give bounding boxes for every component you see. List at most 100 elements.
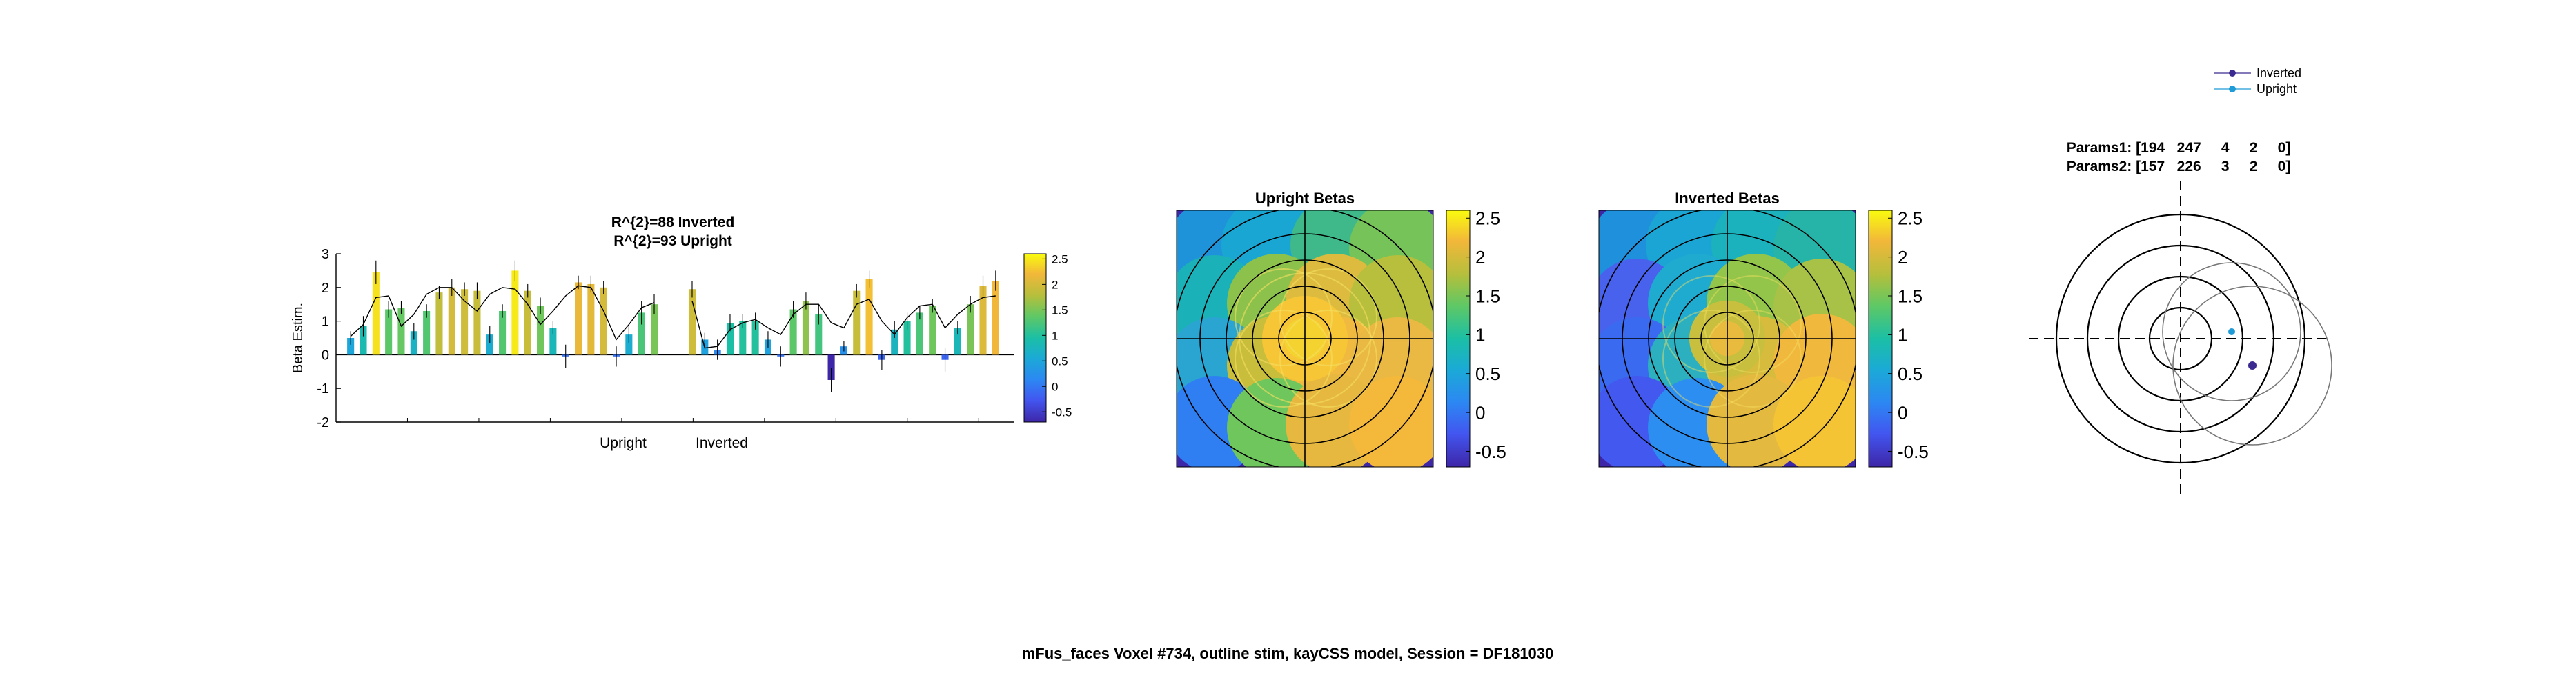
colorbar-tick-label: 0.5 bbox=[1052, 354, 1068, 368]
y-axis-label: Beta Estim. bbox=[291, 303, 306, 373]
bar bbox=[853, 290, 861, 355]
bar bbox=[827, 354, 835, 380]
bar-marks bbox=[347, 260, 999, 392]
bar bbox=[587, 283, 595, 355]
model-fit-line-inverted bbox=[691, 295, 996, 349]
bar bbox=[549, 328, 557, 355]
y-tick-label: 0 bbox=[322, 348, 329, 363]
legend-box bbox=[2206, 63, 2299, 99]
colorbar-tick-label: 2.5 bbox=[1052, 253, 1068, 266]
upright-betas-panel: Upright Betas bbox=[1176, 190, 1506, 468]
colorbar-tick-label: 1.5 bbox=[1475, 286, 1500, 306]
prf-outline-upright bbox=[2162, 262, 2301, 401]
bar bbox=[575, 282, 582, 355]
bar bbox=[511, 270, 519, 355]
inverted-colorbar-ticks: 2.5 2 1.5 1 0.5 0 -0.5 bbox=[1888, 208, 1929, 462]
colorbar-tick-label: 2 bbox=[1475, 247, 1485, 268]
bar bbox=[461, 289, 469, 355]
bar bbox=[625, 334, 633, 355]
colorbar-tick-label: -0.5 bbox=[1052, 406, 1072, 419]
bar bbox=[979, 286, 987, 355]
y-tick-label: 3 bbox=[322, 247, 329, 262]
bar bbox=[751, 321, 759, 355]
bar bbox=[410, 331, 417, 355]
bar bbox=[929, 306, 936, 355]
model-fit-line-upright bbox=[350, 285, 655, 341]
bar-chart-title-line-2: R^{2}=93 Upright bbox=[613, 233, 732, 249]
legend: Inverted Upright bbox=[2206, 63, 2301, 99]
upright-betas-title: Upright Betas bbox=[1255, 190, 1355, 207]
legend-marker-inverted bbox=[2229, 70, 2236, 77]
bar bbox=[397, 308, 405, 355]
bar-chart-title-line-1: R^{2}=88 Inverted bbox=[611, 214, 735, 230]
bar bbox=[954, 328, 961, 355]
bar bbox=[360, 326, 367, 355]
bar bbox=[638, 312, 645, 355]
prf-polar-panel: Inverted Upright Params1: [194 247 4 2 0… bbox=[2029, 63, 2332, 495]
colorbar-tick-label: -0.5 bbox=[1475, 441, 1506, 462]
upright-colorbar bbox=[1446, 210, 1471, 468]
colorbar-tick-label: 0.5 bbox=[1475, 363, 1500, 384]
colorbar-tick-label: 1.5 bbox=[1052, 303, 1068, 317]
legend-marker-upright bbox=[2229, 86, 2236, 92]
prf-outline-inverted bbox=[2172, 286, 2332, 446]
colorbar-tick-label: 0 bbox=[1898, 402, 1907, 423]
colorbar-tick-label: 2 bbox=[1898, 247, 1907, 268]
bar bbox=[347, 338, 355, 355]
prf-center-inverted bbox=[2248, 361, 2257, 370]
y-tick-label: 1 bbox=[322, 314, 329, 330]
bar bbox=[992, 281, 999, 355]
params2-line: Params2: [157 226 3 2 0] bbox=[2067, 159, 2291, 174]
colorbar-tick-label: 2.5 bbox=[1898, 208, 1923, 229]
bar bbox=[903, 321, 911, 355]
bar bbox=[372, 272, 380, 355]
colorbar-tick-label: 0 bbox=[1052, 380, 1058, 393]
bar bbox=[600, 287, 607, 355]
figure-suptitle: mFus_faces Voxel #734, outline stim, kay… bbox=[1022, 645, 1554, 662]
bar bbox=[802, 301, 809, 355]
inverted-betas-panel: Inverted Betas bbox=[1598, 190, 1929, 468]
bar bbox=[815, 314, 823, 355]
bar-colorbar-ticks: 2.5 2 1.5 1 0.5 0 -0.5 bbox=[1042, 253, 1072, 419]
bar-chart-panel: R^{2}=88 Inverted R^{2}=93 Upright Beta … bbox=[291, 214, 1072, 451]
colorbar-tick-label: -0.5 bbox=[1898, 441, 1929, 462]
prf-center-upright bbox=[2228, 328, 2235, 335]
group-label-upright: Upright bbox=[600, 435, 647, 451]
legend-label-inverted: Inverted bbox=[2257, 66, 2301, 80]
bar bbox=[916, 312, 923, 355]
colorbar-tick-label: 2.5 bbox=[1475, 208, 1500, 229]
colorbar-tick-label: 1.5 bbox=[1898, 286, 1923, 306]
bar bbox=[385, 309, 393, 355]
colorbar-tick-label: 1 bbox=[1475, 325, 1485, 346]
bar bbox=[435, 292, 443, 355]
inverted-colorbar bbox=[1868, 210, 1893, 468]
polar-grid bbox=[2029, 181, 2332, 495]
bar bbox=[524, 290, 531, 355]
bar bbox=[967, 304, 974, 355]
bar bbox=[865, 279, 873, 355]
bar bbox=[473, 290, 481, 355]
bar-axes: -2 -1 0 1 2 3 bbox=[317, 247, 1014, 430]
bar bbox=[726, 323, 734, 355]
bar bbox=[448, 287, 455, 355]
params1-line: Params1: [194 247 4 2 0] bbox=[2067, 140, 2291, 156]
bar bbox=[789, 309, 797, 355]
bar bbox=[688, 289, 696, 355]
y-tick-label: -2 bbox=[317, 415, 329, 430]
colorbar-tick-label: 0 bbox=[1475, 402, 1485, 423]
group-label-inverted: Inverted bbox=[696, 435, 748, 451]
upright-colorbar-ticks: 2.5 2 1.5 1 0.5 0 -0.5 bbox=[1466, 208, 1506, 462]
y-tick-label: -1 bbox=[317, 381, 329, 397]
colorbar-tick-label: 1 bbox=[1052, 329, 1058, 342]
inverted-betas-title: Inverted Betas bbox=[1675, 190, 1780, 207]
bar bbox=[891, 329, 898, 355]
bar bbox=[739, 321, 747, 355]
bar bbox=[499, 310, 507, 355]
colorbar-tick-label: 0.5 bbox=[1898, 363, 1923, 384]
bar bbox=[486, 334, 493, 355]
bar-colorbar bbox=[1023, 253, 1047, 423]
upright-heatmap bbox=[1177, 210, 1433, 467]
colorbar-tick-label: 2 bbox=[1052, 278, 1058, 291]
bar bbox=[650, 304, 658, 355]
